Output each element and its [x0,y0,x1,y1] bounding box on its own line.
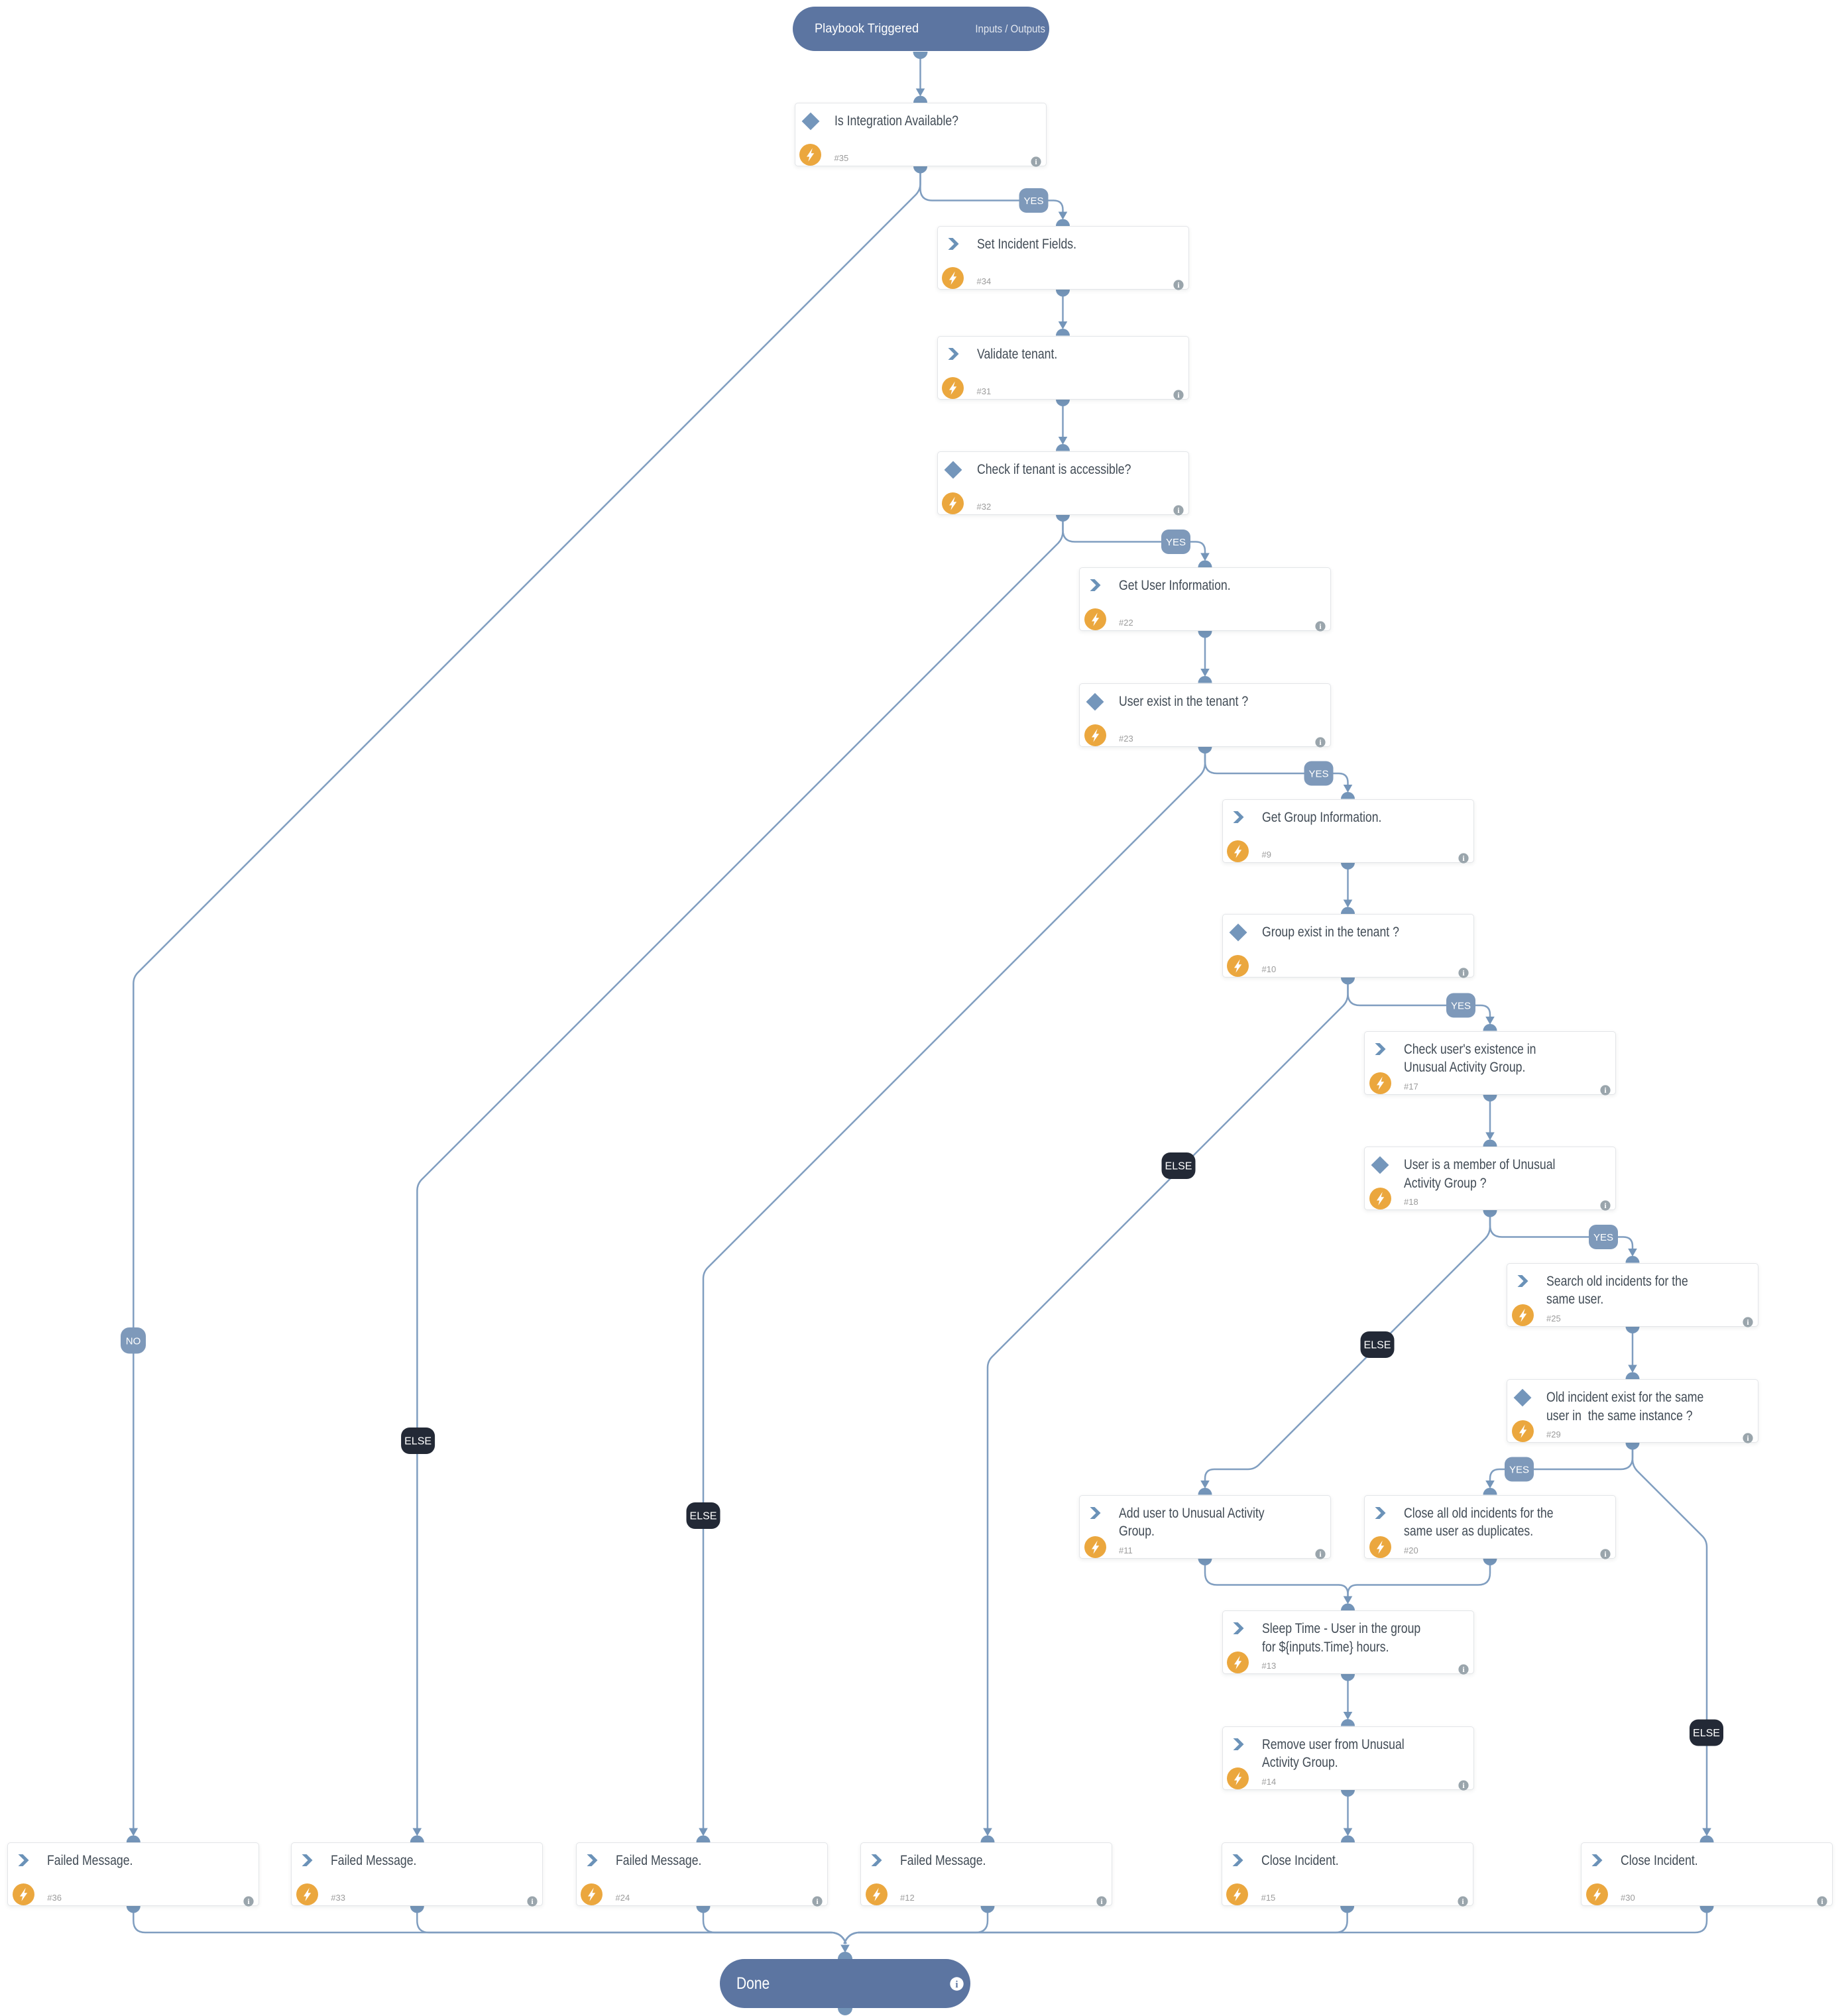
svg-text:ELSE: ELSE [1364,1340,1391,1351]
svg-text:i: i [1462,854,1465,863]
svg-text:i: i [1177,506,1180,515]
svg-text:i: i [1604,1201,1607,1210]
svg-text:ELSE: ELSE [1693,1728,1720,1739]
svg-text:i: i [1747,1317,1749,1327]
svg-text:ELSE: ELSE [404,1436,431,1447]
svg-text:i: i [1604,1086,1607,1095]
svg-text:YES: YES [1509,1465,1529,1476]
svg-text:YES: YES [1023,196,1043,207]
svg-text:YES: YES [1166,537,1186,548]
svg-text:ELSE: ELSE [690,1511,717,1522]
svg-text:i: i [248,1897,251,1906]
svg-text:i: i [955,1980,958,1990]
svg-text:i: i [1604,1549,1607,1559]
svg-text:i: i [1319,622,1322,631]
svg-text:ELSE: ELSE [1165,1161,1192,1172]
svg-text:i: i [1462,1897,1464,1906]
svg-text:YES: YES [1308,769,1328,780]
svg-text:i: i [1177,280,1180,290]
svg-text:YES: YES [1451,1001,1471,1012]
svg-text:i: i [1319,738,1322,747]
svg-text:i: i [1821,1897,1823,1906]
svg-text:i: i [1319,1549,1322,1559]
svg-text:i: i [1100,1897,1103,1906]
svg-text:i: i [1035,157,1037,166]
svg-text:i: i [532,1897,534,1906]
svg-text:i: i [1462,968,1465,978]
svg-text:i: i [1462,1665,1465,1674]
svg-text:i: i [1462,1781,1465,1790]
svg-text:i: i [1177,390,1180,400]
svg-text:YES: YES [1593,1232,1613,1243]
svg-text:i: i [816,1897,819,1906]
svg-text:i: i [1747,1433,1749,1443]
svg-text:NO: NO [126,1335,141,1347]
